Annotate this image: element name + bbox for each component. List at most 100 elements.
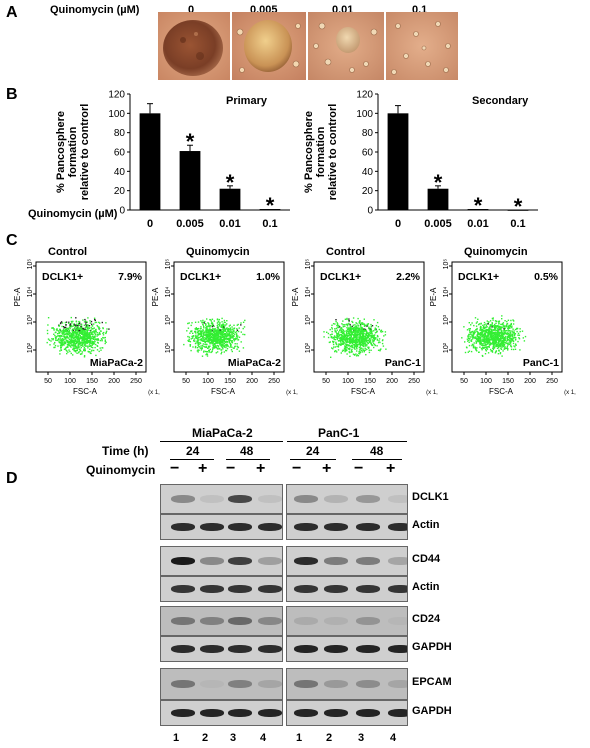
- x-tick-label: 0: [147, 218, 153, 230]
- time-48-mia-line: [226, 459, 270, 460]
- flow-x-axis-label: FSC-A: [351, 387, 376, 396]
- flow-y-tick-label: 10⁴: [27, 287, 34, 298]
- blot-band: [258, 523, 282, 531]
- western-blot-panel: [160, 700, 283, 726]
- y-tick-label: 100: [108, 109, 125, 120]
- blot-band: [388, 523, 407, 531]
- time-24-panc: 24: [306, 444, 320, 458]
- x-tick-label: 0.01: [467, 218, 488, 230]
- y-tick-label: 40: [362, 167, 374, 178]
- blot-band: [200, 680, 224, 688]
- y-tick-label: 80: [362, 128, 374, 139]
- flow-x-tick-label: 50: [44, 378, 52, 385]
- blot-label: Actin: [412, 581, 440, 593]
- flow-x-axis-label: FSC-A: [489, 387, 514, 396]
- sign-lane-6: +: [322, 460, 332, 477]
- cell-line-panc: PanC-1: [318, 426, 360, 440]
- western-blot-panel: [286, 576, 408, 602]
- lane-number-8: 4: [390, 732, 397, 744]
- flow-x-tick-label: 200: [386, 378, 398, 385]
- lane-number-3: 3: [230, 732, 237, 744]
- blot-band: [388, 557, 407, 565]
- gate-percent: 7.9%: [118, 271, 143, 283]
- y-tick-label: 120: [108, 90, 125, 101]
- blot-band: [324, 585, 348, 593]
- bar: [179, 151, 201, 210]
- bar: [387, 113, 409, 210]
- x-tick-label: 0.01: [219, 218, 240, 230]
- western-blot-panel: [160, 514, 283, 540]
- time-24-mia: 24: [186, 444, 200, 458]
- western-blot-panel: [160, 668, 283, 700]
- y-tick-label: 40: [114, 167, 126, 178]
- flow-y-tick-label: 10³: [27, 314, 34, 325]
- bar-chart-ylabel: % Pancosphere formation relative to contro…: [303, 104, 339, 201]
- bar-chart-primary: % Pancosphere formation relative to contro…: [55, 90, 290, 230]
- blot-band: [171, 557, 195, 565]
- flow-plot-title: Control: [326, 246, 366, 258]
- ylabel-line: formation: [315, 126, 327, 177]
- blot-label: EPCAM: [412, 676, 452, 688]
- blot-band: [294, 557, 318, 565]
- flow-x-tick-label: 250: [408, 378, 420, 385]
- western-blot-panel: [286, 606, 408, 636]
- western-blot-panel: [160, 606, 283, 636]
- blot-label: CD44: [412, 553, 441, 565]
- blot-band: [171, 709, 195, 717]
- blot-band: [171, 585, 195, 593]
- panel-a-letter: A: [6, 4, 18, 21]
- x-tick-label: 0.1: [510, 218, 525, 230]
- flow-plot-frame: [313, 261, 425, 373]
- lane-number-6: 2: [326, 732, 333, 744]
- flow-y-tick-label: 10⁴: [305, 287, 312, 298]
- ylabel-line: formation: [67, 126, 79, 177]
- blot-band: [294, 495, 318, 503]
- x-tick-label: 0.005: [176, 218, 204, 230]
- blot-band: [324, 617, 348, 625]
- blot-band: [200, 709, 224, 717]
- cell-line-panc-line: [287, 441, 407, 442]
- blot-band: [388, 617, 407, 625]
- sign-lane-7: −: [354, 460, 364, 477]
- flow-x-axis-label: FSC-A: [211, 387, 236, 396]
- gate-label: DCLK1+: [180, 271, 221, 283]
- lane-number-5: 1: [296, 732, 303, 744]
- significance-star: *: [434, 170, 443, 195]
- western-blot-panel: [160, 484, 283, 514]
- flow-x-tick-label: 50: [460, 378, 468, 385]
- sign-lane-3: −: [226, 460, 236, 477]
- sign-lane-2: +: [198, 460, 208, 477]
- flow-x-tick-label: 50: [322, 378, 330, 385]
- gate-percent: 2.2%: [396, 271, 421, 283]
- flow-x-tick-label: 150: [502, 378, 514, 385]
- flow-x-tick-label: 200: [108, 378, 120, 385]
- bar: [259, 209, 281, 210]
- significance-star: *: [226, 170, 235, 195]
- bar: [467, 209, 489, 210]
- gate-percent: 1.0%: [256, 271, 281, 283]
- bar: [139, 113, 161, 210]
- bar-chart-secondary: % Pancosphere formation relative to contro…: [303, 90, 538, 230]
- cell-line-label: MiaPaCa-2: [90, 357, 143, 369]
- flow-x-tick-label: 100: [480, 378, 492, 385]
- blot-band: [356, 495, 380, 503]
- time-24-panc-line: [290, 459, 336, 460]
- micrograph-dose-0-005: [232, 12, 306, 80]
- sign-lane-5: −: [292, 460, 302, 477]
- blot-band: [324, 523, 348, 531]
- bar: [219, 188, 241, 210]
- flow-y-axis-label: PE-A: [13, 287, 22, 306]
- panel-d-letter: D: [6, 470, 18, 487]
- blot-band: [388, 645, 407, 653]
- flow-x-tick-label: 150: [86, 378, 98, 385]
- blot-band: [200, 523, 224, 531]
- blot-band: [324, 557, 348, 565]
- blot-label: DCLK1: [412, 491, 449, 503]
- flow-y-axis-label: PE-A: [429, 287, 438, 306]
- flow-x-tick-label: 100: [342, 378, 354, 385]
- blot-band: [294, 523, 318, 531]
- lane-number-2: 2: [202, 732, 209, 744]
- significance-star: *: [474, 193, 483, 218]
- blot-band: [228, 523, 252, 531]
- flow-x-tick-label: 150: [364, 378, 376, 385]
